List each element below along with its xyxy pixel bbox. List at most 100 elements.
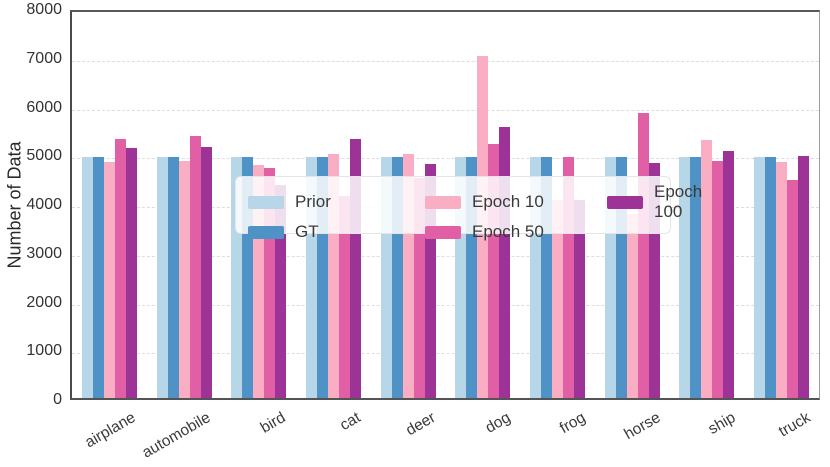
legend-item-epoch-100: Epoch 100 (607, 182, 702, 222)
bar-automobile-epoch-100 (200, 147, 212, 398)
bar-horse-epoch-10 (626, 213, 638, 398)
bar-dog-epoch-100 (499, 126, 511, 398)
legend-item-gt: GT (248, 222, 425, 242)
bar-frog-epoch-10 (552, 199, 564, 398)
legend-label-prior: Prior (295, 192, 331, 211)
bar-bird-prior (231, 156, 243, 398)
bar-airplane-epoch-50 (114, 139, 126, 398)
y-tick-label-3000: 3000 (26, 244, 62, 262)
bar-bird-gt (242, 156, 254, 398)
bar-deer-gt (391, 156, 403, 398)
bar-frog-epoch-50 (563, 156, 575, 398)
bar-automobile-epoch-50 (189, 136, 201, 398)
bar-group-automobile (147, 12, 222, 398)
x-tick-label-frog: frog (556, 409, 588, 438)
y-tick-label-5000: 5000 (26, 147, 62, 165)
bar-ship-gt (690, 156, 702, 398)
x-tick-label-dog: dog (482, 409, 513, 437)
x-tick-label-automobile: automobile (138, 409, 213, 462)
bar-deer-epoch-100 (424, 163, 436, 398)
bar-automobile-gt (167, 156, 179, 398)
legend-label-gt: GT (295, 222, 319, 241)
bar-truck-epoch-100 (798, 155, 810, 398)
legend-item-prior: Prior (248, 192, 425, 212)
bar-ship-epoch-100 (723, 150, 735, 398)
bar-truck-epoch-10 (776, 161, 788, 398)
gridline-3000 (72, 255, 819, 257)
bar-truck-prior (754, 156, 766, 398)
bar-airplane-epoch-10 (103, 161, 115, 398)
bar-deer-epoch-10 (402, 154, 414, 398)
bar-dog-prior (455, 156, 467, 398)
bar-horse-prior (604, 156, 616, 398)
bar-automobile-prior (156, 156, 168, 398)
gridline-6000 (72, 109, 819, 111)
bar-horse-epoch-50 (637, 113, 649, 398)
y-tick-label-2000: 2000 (26, 293, 62, 311)
bar-bird-epoch-50 (264, 168, 276, 398)
y-tick-label-1000: 1000 (26, 342, 62, 360)
gridline-1000 (72, 353, 819, 355)
bar-airplane-epoch-100 (125, 147, 137, 398)
y-tick-label-4000: 4000 (26, 196, 62, 213)
legend-swatch-gt (248, 225, 284, 239)
x-tick-label-cat: cat (336, 409, 363, 435)
x-tick-label-airplane: airplane (81, 409, 138, 452)
bar-frog-prior (530, 156, 542, 398)
bar-automobile-epoch-10 (178, 161, 190, 398)
bar-ship-epoch-50 (712, 161, 724, 398)
legend-label-epoch-100: Epoch 100 (654, 182, 703, 221)
bar-bird-epoch-10 (253, 164, 265, 398)
x-tick-label-deer: deer (402, 409, 438, 440)
bar-cat-epoch-100 (349, 138, 361, 398)
bar-group-horse (595, 12, 670, 398)
y-tick-label-7000: 7000 (26, 49, 62, 67)
bars-container (72, 12, 819, 398)
legend-swatch-prior (248, 195, 284, 209)
bar-cat-prior (305, 156, 317, 398)
legend-label-epoch-50: Epoch 50 (472, 222, 544, 241)
bar-group-ship (670, 12, 745, 398)
bar-group-truck (744, 12, 819, 398)
bar-group-frog (520, 12, 595, 398)
bar-group-deer (371, 12, 446, 398)
bar-horse-epoch-100 (648, 162, 660, 398)
bar-frog-gt (541, 156, 553, 398)
bar-group-bird (221, 12, 296, 398)
bar-cat-epoch-50 (338, 195, 350, 398)
legend-label-epoch-10: Epoch 10 (472, 192, 544, 211)
legend-swatch-epoch-50 (425, 225, 461, 239)
legend-swatch-epoch-10 (425, 195, 461, 209)
gridline-7000 (72, 60, 819, 62)
bar-deer-epoch-50 (413, 178, 425, 398)
bar-airplane-prior (81, 156, 93, 398)
bar-group-airplane (72, 12, 147, 398)
bar-horse-gt (615, 156, 627, 398)
gridline-2000 (72, 304, 819, 306)
legend: Prior GT Epoch 10 Epoch 50 Epoch 100 (235, 176, 702, 241)
y-tick-label-8000: 8000 (26, 1, 62, 18)
legend-item-epoch-10: Epoch 10 (425, 192, 607, 212)
gridline-5000 (72, 158, 819, 160)
bar-cat-gt (316, 156, 328, 398)
legend-swatch-epoch-100 (607, 195, 643, 209)
bar-truck-epoch-50 (787, 179, 799, 398)
x-tick-label-ship: ship (704, 409, 738, 438)
bar-truck-gt (765, 156, 777, 398)
x-tick-labels: airplane automobile bird cat deer dog frog hors… (0, 402, 830, 467)
bar-airplane-gt (92, 156, 104, 398)
plot-area: Prior GT Epoch 10 Epoch 50 Epoch 100 (70, 10, 820, 400)
x-tick-label-horse: horse (620, 409, 663, 444)
legend-item-epoch-50: Epoch 50 (425, 222, 607, 242)
bar-dog-gt (466, 156, 478, 398)
x-tick-label-truck: truck (775, 409, 813, 441)
y-tick-label-6000: 6000 (26, 98, 62, 116)
bar-ship-prior (679, 156, 691, 398)
bar-group-cat (296, 12, 371, 398)
bar-bird-epoch-100 (275, 184, 287, 398)
bar-deer-prior (380, 156, 392, 398)
x-tick-label-bird: bird (257, 409, 288, 437)
bar-dog-epoch-50 (488, 143, 500, 398)
bar-ship-epoch-10 (701, 140, 713, 398)
